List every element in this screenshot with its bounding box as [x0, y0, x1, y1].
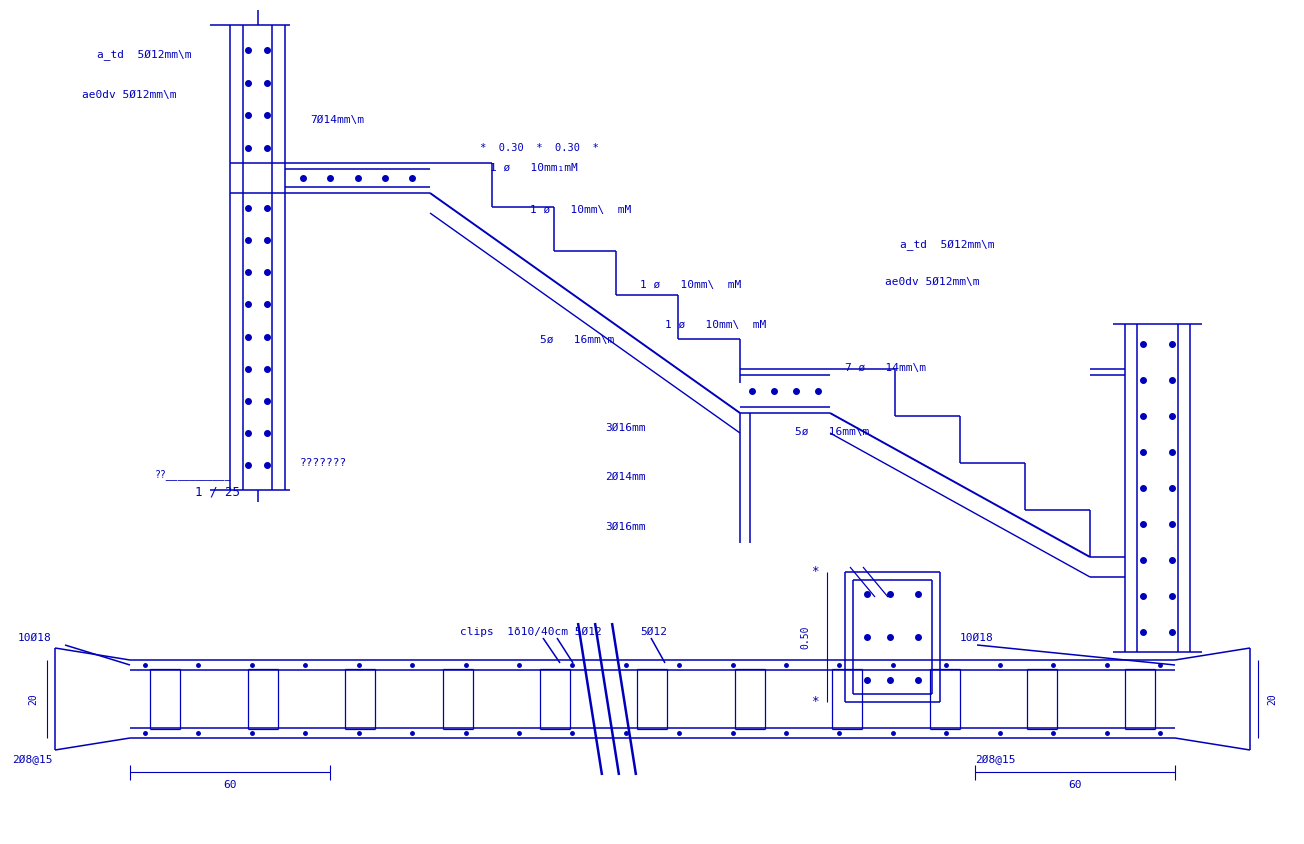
Text: 2Ø8@15: 2Ø8@15 — [12, 755, 52, 765]
Text: *: * — [811, 695, 819, 708]
Text: 20: 20 — [27, 693, 38, 705]
Text: 1 ø   10mm\  mM: 1 ø 10mm\ mM — [665, 320, 767, 330]
Text: *  0.30  *  0.30  *: * 0.30 * 0.30 * — [480, 143, 599, 153]
Text: ???????: ??????? — [300, 458, 347, 468]
Text: ??___________: ??___________ — [155, 469, 231, 480]
Text: 20: 20 — [1267, 693, 1277, 705]
Text: 5Ø12: 5Ø12 — [640, 627, 668, 637]
Text: 60: 60 — [223, 780, 237, 790]
Text: 0.50: 0.50 — [799, 625, 810, 649]
Text: 2Ø14mm: 2Ø14mm — [605, 472, 645, 482]
Text: 7 ø   14mm\m: 7 ø 14mm\m — [845, 363, 926, 373]
Text: ae0dv 5Ø12mm\m: ae0dv 5Ø12mm\m — [82, 90, 176, 100]
Text: 60: 60 — [1068, 780, 1082, 790]
Text: *: * — [811, 565, 819, 578]
Text: 1 ø   10mm₁mM: 1 ø 10mm₁mM — [490, 163, 578, 173]
Text: 1 ø   10mm\  mM: 1 ø 10mm\ mM — [529, 205, 631, 215]
Text: a_td  5Ø12mm\m: a_td 5Ø12mm\m — [96, 50, 192, 61]
Text: clips  1ð10/40cm 5Ø12: clips 1ð10/40cm 5Ø12 — [460, 627, 601, 637]
Text: 3Ø16mm: 3Ø16mm — [605, 522, 645, 532]
Text: a_td  5Ø12mm\m: a_td 5Ø12mm\m — [900, 240, 995, 251]
Text: 3Ø16mm: 3Ø16mm — [605, 423, 645, 433]
Text: 10Ø18: 10Ø18 — [18, 633, 52, 643]
Text: 5ø   16mm\m: 5ø 16mm\m — [540, 335, 614, 345]
Text: 1 ø   10mm\  mM: 1 ø 10mm\ mM — [640, 280, 741, 290]
Text: 5ø   16mm\m: 5ø 16mm\m — [795, 427, 870, 437]
Text: 7Ø14mm\m: 7Ø14mm\m — [310, 115, 364, 125]
Text: 10Ø18: 10Ø18 — [960, 633, 994, 643]
Text: 2Ø8@15: 2Ø8@15 — [975, 755, 1016, 765]
Text: ae0dv 5Ø12mm\m: ae0dv 5Ø12mm\m — [885, 277, 979, 287]
Text: 1 / 25: 1 / 25 — [196, 485, 240, 499]
